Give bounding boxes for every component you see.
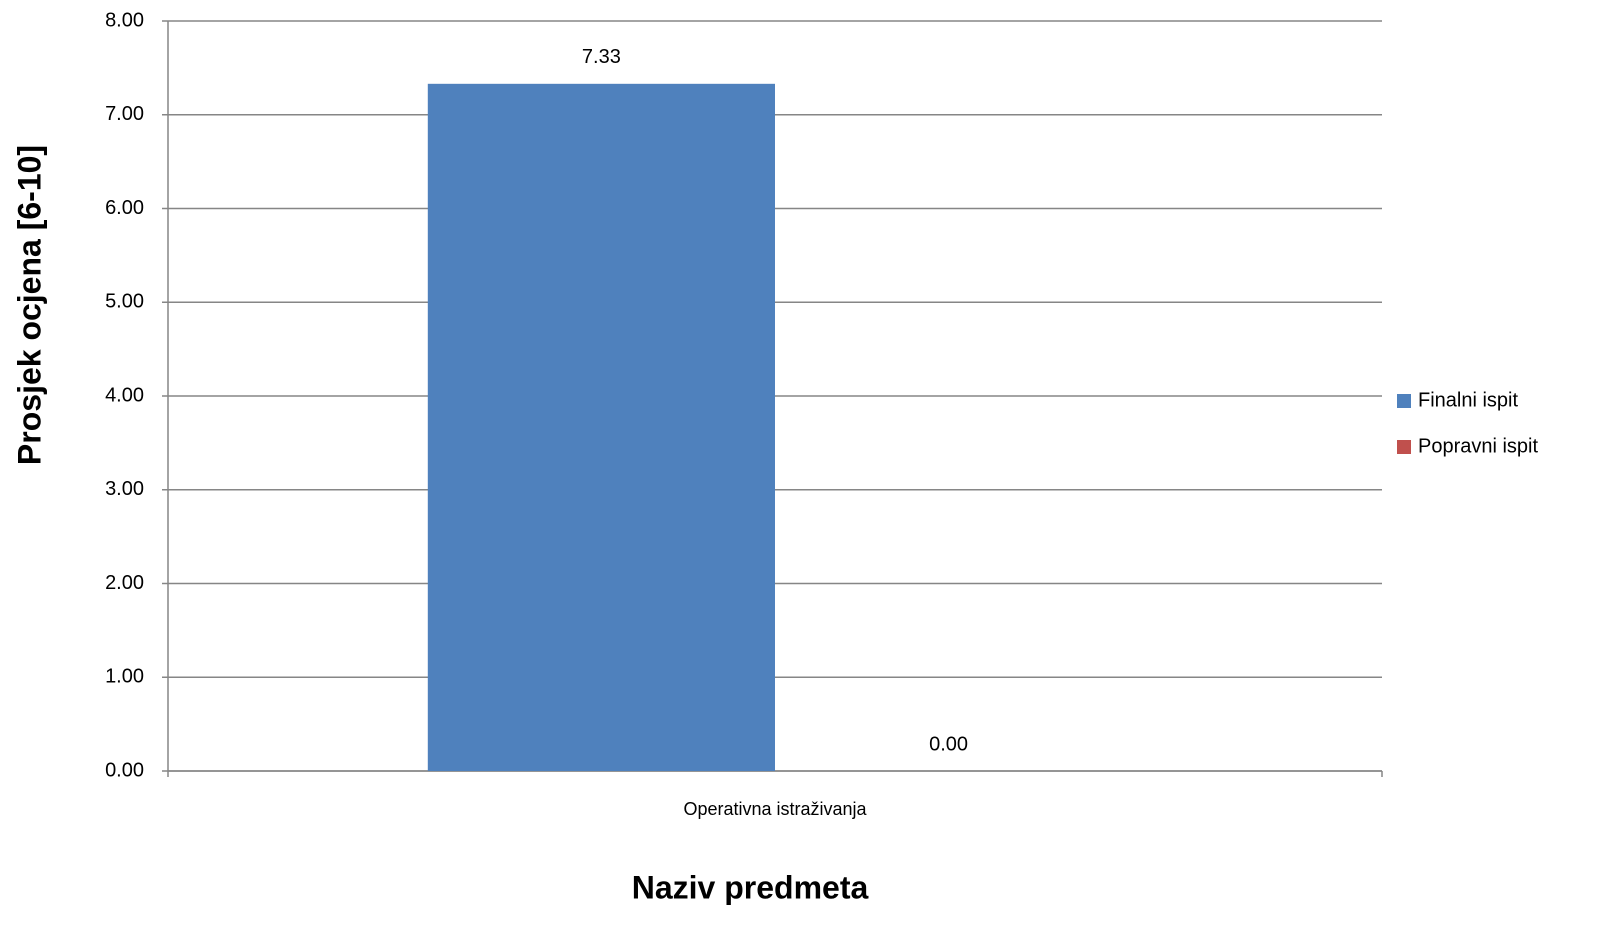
legend-label: Finalni ispit xyxy=(1418,389,1518,411)
y-tick-label: 1.00 xyxy=(105,666,144,688)
y-tick-label: 3.00 xyxy=(105,478,144,500)
value-label: 7.33 xyxy=(582,46,621,68)
y-tick-label: 6.00 xyxy=(105,197,144,219)
y-tick-label: 8.00 xyxy=(105,9,144,31)
y-axis-title: Prosjek ocjena [6-10] xyxy=(11,145,47,465)
legend-label: Popravni ispit xyxy=(1418,435,1539,457)
y-tick-label: 7.00 xyxy=(105,103,144,125)
legend-swatch xyxy=(1397,440,1411,454)
value-label: 0.00 xyxy=(929,733,968,755)
y-tick-label: 2.00 xyxy=(105,572,144,594)
x-axis-title: Naziv predmeta xyxy=(632,869,869,905)
bar xyxy=(427,83,775,771)
y-tick-label: 5.00 xyxy=(105,291,144,313)
y-tick-label: 4.00 xyxy=(105,384,144,406)
y-tick-label: 0.00 xyxy=(105,759,144,781)
x-tick-label: Operativna istraživanja xyxy=(683,799,867,819)
legend-swatch xyxy=(1397,394,1411,408)
